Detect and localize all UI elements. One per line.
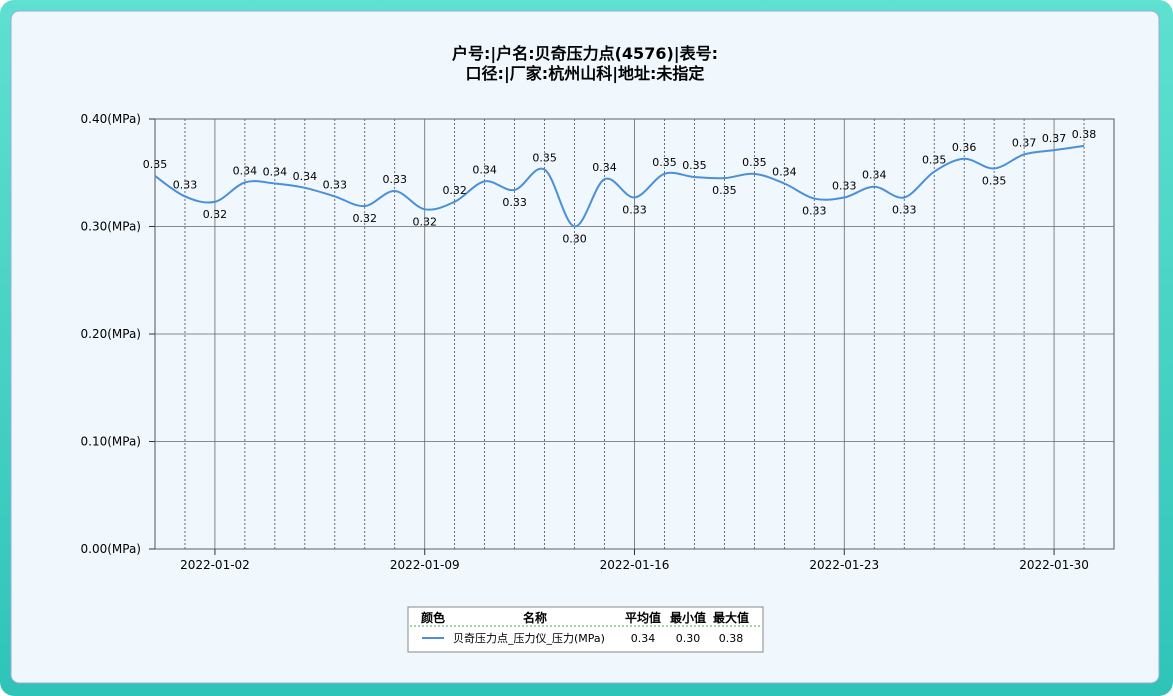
x-tick-label: 2022-01-02 <box>180 558 250 572</box>
data-label: 0.32 <box>353 212 378 225</box>
legend-label: 贝奇压力点_压力仪_压力(MPa) <box>453 632 605 645</box>
data-label: 0.33 <box>383 173 408 186</box>
data-label: 0.35 <box>922 154 947 167</box>
legend-header: 最小值 <box>670 610 706 625</box>
legend-header: 平均值 <box>625 610 661 625</box>
data-label: 0.34 <box>293 170 318 183</box>
data-label: 0.35 <box>652 156 677 169</box>
line <box>154 144 1085 228</box>
legend-max: 0.38 <box>719 632 744 645</box>
y-tick-label: 0.40(MPa) <box>81 112 142 126</box>
data-label: 0.37 <box>1012 136 1037 149</box>
data-label: 0.32 <box>203 208 228 221</box>
data-label: 0.33 <box>892 203 917 216</box>
data-label: 0.34 <box>772 166 797 179</box>
data-label: 0.35 <box>982 174 1007 187</box>
y-tick-label: 0.20(MPa) <box>81 327 142 341</box>
x-tick-label: 2022-01-09 <box>390 558 460 572</box>
legend: 颜色 名称 平均值 最小值 最大值 贝奇压力点_压力仪_压力(MPa) 0.34… <box>407 606 764 653</box>
data-label: 0.38 <box>1072 128 1097 141</box>
chart-title: 户号:|户名:贝奇压力点(4576)|表号: <box>452 44 718 64</box>
legend-box <box>407 606 764 653</box>
data-label: 0.34 <box>592 161 617 174</box>
data-label: 0.33 <box>802 205 827 218</box>
data-label: 0.34 <box>263 166 288 179</box>
data-label: 0.34 <box>862 169 887 182</box>
data-label: 0.35 <box>712 184 737 197</box>
data-label: 0.35 <box>682 159 707 172</box>
data-label: 0.35 <box>532 152 557 165</box>
data-label: 0.36 <box>952 141 977 154</box>
data-label: 0.30 <box>562 233 587 246</box>
data-label: 0.33 <box>173 178 198 191</box>
data-label: 0.35 <box>143 158 168 171</box>
x-tick-label: 2022-01-23 <box>809 558 879 572</box>
legend-header: 最大值 <box>713 610 749 625</box>
x-tick-label: 2022-01-16 <box>600 558 670 572</box>
chart-subtitle: 口径:|厂家:杭州山科|地址:未指定 <box>466 64 705 84</box>
panel <box>10 10 1160 684</box>
legend-avg: 0.34 <box>631 632 656 645</box>
legend-header: 颜色 <box>421 610 445 625</box>
x-tick-label: 2022-01-30 <box>1019 558 1089 572</box>
data-label: 0.33 <box>622 203 647 216</box>
data-label: 0.34 <box>472 163 497 176</box>
y-tick-label: 0.10(MPa) <box>81 435 142 449</box>
legend-header: 名称 <box>523 610 547 625</box>
data-label: 0.35 <box>742 156 767 169</box>
y-tick-label: 0.00(MPa) <box>81 542 142 556</box>
y-tick-label: 0.30(MPa) <box>81 220 142 234</box>
data-label: 0.32 <box>442 184 467 197</box>
data-label: 0.33 <box>832 179 857 192</box>
legend-min: 0.30 <box>676 632 701 645</box>
data-label: 0.37 <box>1042 132 1067 145</box>
data-label: 0.32 <box>412 215 437 228</box>
data-label: 0.34 <box>233 164 258 177</box>
data-label: 0.33 <box>502 196 527 209</box>
data-label: 0.33 <box>323 178 348 191</box>
